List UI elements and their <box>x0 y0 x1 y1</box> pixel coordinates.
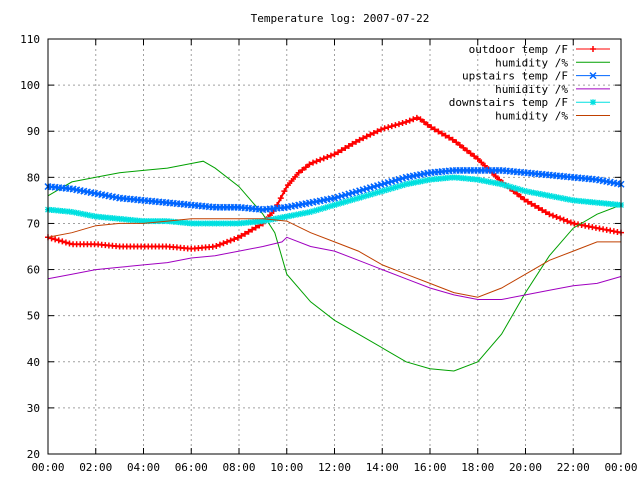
grid-lines <box>48 39 621 454</box>
series-markers-0 <box>45 114 624 252</box>
y-tick-label: 60 <box>27 264 40 277</box>
y-tick-label: 40 <box>27 356 40 369</box>
series-markers-2 <box>44 166 625 214</box>
series-line-1 <box>47 160 622 372</box>
chart-title: Temperature log: 2007-07-22 <box>251 12 430 25</box>
y-tick-label: 100 <box>20 79 40 92</box>
x-tick-label: 20:00 <box>509 461 542 474</box>
x-tick-label: 16:00 <box>413 461 446 474</box>
legend-marker-4 <box>590 99 596 106</box>
x-tick-label: 18:00 <box>461 461 494 474</box>
axis-ticks: 20 30 40 50 60 70 80 90 100 110 00:00 02:00 04:00 06:… <box>20 33 637 474</box>
legend-label-4: downstairs temp /F <box>449 96 568 109</box>
x-tick-label: 00:00 <box>604 461 637 474</box>
legend-marker-2 <box>589 72 597 80</box>
y-tick-label: 90 <box>27 125 40 138</box>
legend-label-3: humidity /% <box>495 83 568 96</box>
y-tick-label: 110 <box>20 33 40 46</box>
x-tick-label: 04:00 <box>127 461 160 474</box>
x-tick-label: 22:00 <box>557 461 590 474</box>
x-tick-label: 02:00 <box>79 461 112 474</box>
series-lines <box>44 114 625 372</box>
y-tick-label: 50 <box>27 310 40 323</box>
legend-label-5: humidity /% <box>495 110 568 123</box>
y-tick-label: 80 <box>27 171 40 184</box>
series-line-5 <box>47 218 621 298</box>
legend-label-1: humidity /% <box>495 56 568 69</box>
x-tick-label: 00:00 <box>31 461 64 474</box>
x-tick-label: 06:00 <box>175 461 208 474</box>
y-tick-label: 70 <box>27 217 40 230</box>
legend-label-2: upstairs temp /F <box>462 70 568 83</box>
y-tick-label: 20 <box>27 448 40 461</box>
x-tick-label: 14:00 <box>366 461 399 474</box>
legend-marker-0 <box>590 46 596 52</box>
y-tick-label: 30 <box>27 402 40 415</box>
legend-label-0: outdoor temp /F <box>469 43 568 56</box>
x-tick-label: 12:00 <box>318 461 351 474</box>
series-line-3 <box>47 236 622 300</box>
x-tick-label: 10:00 <box>270 461 303 474</box>
x-tick-label: 08:00 <box>222 461 255 474</box>
